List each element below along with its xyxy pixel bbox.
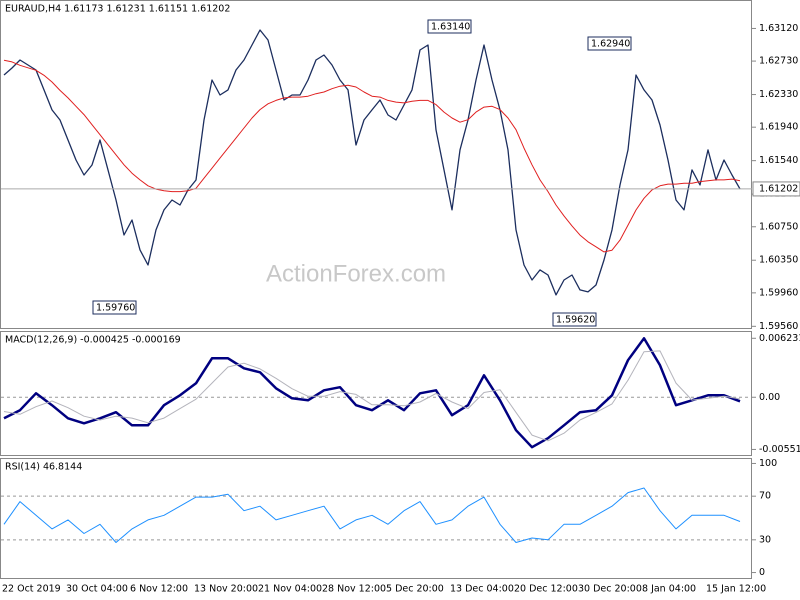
last-price-box [752, 181, 800, 197]
y-tick-label: 100 [759, 458, 777, 469]
x-tick-label: 30 Dec 20:00 [578, 584, 642, 595]
y-tick-label: 1.61940 [759, 122, 798, 133]
series-line [3, 487, 741, 543]
x-tick-label: 30 Oct 04:00 [66, 584, 128, 595]
y-tick-label: 0 [759, 567, 765, 578]
panel-frame [0, 0, 752, 329]
annotation-box [587, 36, 632, 51]
y-tick-label: 1.61540 [759, 155, 798, 166]
annotation-box [552, 312, 597, 327]
y-tick-label: 1.59960 [759, 287, 798, 298]
series-line [3, 29, 741, 296]
x-tick-label: 21 Nov 04:00 [258, 584, 322, 595]
panel-title: MACD(12,26,9) -0.000425 -0.000169 [5, 335, 181, 346]
y-tick-label: 1.63120 [759, 23, 798, 34]
x-tick-label: 13 Dec 04:00 [450, 584, 514, 595]
annotation: 1.62940 [591, 39, 630, 50]
x-tick-label: 28 Nov 12:00 [322, 584, 386, 595]
x-tick-label: 13 Nov 20:00 [194, 584, 258, 595]
series-line [3, 59, 741, 253]
annotation: 1.59620 [556, 315, 595, 326]
series-line [3, 350, 741, 442]
y-tick-label: 1.60350 [759, 255, 798, 266]
y-tick-label: 1.59560 [759, 321, 798, 332]
x-tick-label: 5 Dec 20:00 [386, 584, 444, 595]
x-tick-label: 22 Oct 2019 [2, 584, 61, 595]
x-tick-label: 15 Jan 12:00 [706, 584, 766, 595]
panel-title: RSI(14) 46.8144 [5, 462, 82, 473]
panel-frame [0, 458, 752, 579]
last-price-label: 1.61202 [759, 183, 798, 194]
y-tick-label: 70 [759, 491, 771, 502]
x-tick-label: 6 Nov 12:00 [130, 584, 188, 595]
x-tick-label: 20 Dec 12:00 [514, 584, 578, 595]
y-tick-label: 1.62330 [759, 89, 798, 100]
x-tick-label: 8 Jan 04:00 [642, 584, 696, 595]
watermark: ActionForex.com [266, 260, 446, 287]
y-tick-label: 1.60750 [759, 221, 798, 232]
y-tick-label: -0.005513 [759, 444, 800, 455]
panel-title: EURAUD,H4 1.61173 1.61231 1.61151 1.6120… [5, 4, 230, 15]
panel-frame [0, 331, 752, 456]
annotation: 1.63140 [431, 22, 470, 33]
y-tick-label: 0.006231 [759, 333, 800, 344]
series-line [3, 337, 741, 449]
y-tick-label: 0.00 [759, 392, 780, 403]
y-tick-label: 30 [759, 534, 771, 545]
annotation: 1.59760 [96, 303, 135, 314]
annotation-box [427, 19, 472, 34]
annotation-box [92, 300, 137, 315]
y-tick-label: 1.62730 [759, 56, 798, 67]
